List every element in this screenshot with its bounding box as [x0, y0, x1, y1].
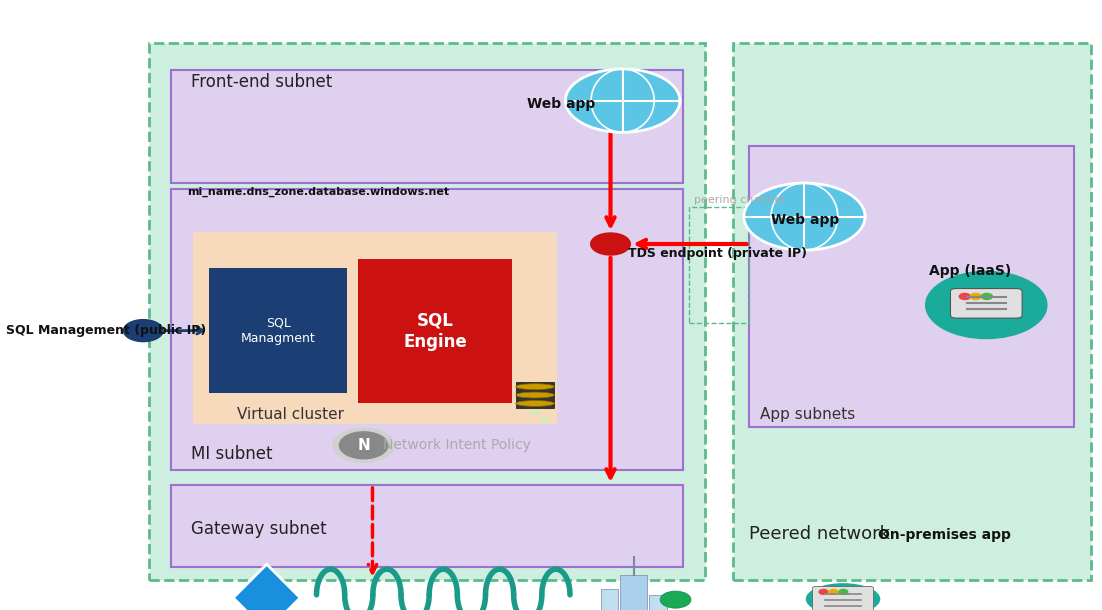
Ellipse shape — [516, 384, 554, 390]
Text: MI subnet: MI subnet — [191, 445, 272, 464]
Text: Network Intent Policy: Network Intent Policy — [383, 439, 531, 452]
Text: Peered network: Peered network — [749, 525, 890, 543]
FancyBboxPatch shape — [193, 232, 557, 424]
Circle shape — [591, 233, 630, 255]
Circle shape — [333, 428, 395, 462]
FancyBboxPatch shape — [620, 575, 647, 610]
Text: mi_name.dns_zone.database.windows.net: mi_name.dns_zone.database.windows.net — [187, 187, 450, 197]
Ellipse shape — [516, 401, 554, 406]
Text: peering channel: peering channel — [694, 195, 785, 205]
Text: Virtual cluster: Virtual cluster — [237, 407, 344, 422]
Text: Web app: Web app — [771, 213, 840, 226]
Circle shape — [839, 589, 847, 594]
FancyBboxPatch shape — [171, 485, 683, 567]
FancyBboxPatch shape — [950, 289, 1023, 318]
Circle shape — [959, 293, 970, 300]
Circle shape — [819, 589, 828, 594]
Text: TDS endpoint (private IP): TDS endpoint (private IP) — [628, 247, 807, 260]
Text: N: N — [357, 438, 370, 453]
Text: SQL: SQL — [540, 416, 553, 422]
Polygon shape — [234, 564, 300, 610]
FancyBboxPatch shape — [516, 382, 554, 407]
Text: App (IaaS): App (IaaS) — [929, 265, 1011, 278]
Text: SQL
Engine: SQL Engine — [403, 312, 467, 351]
Circle shape — [339, 432, 388, 459]
FancyBboxPatch shape — [733, 43, 1091, 580]
Ellipse shape — [660, 591, 691, 608]
Circle shape — [926, 271, 1047, 339]
Circle shape — [970, 293, 981, 300]
Circle shape — [829, 589, 838, 594]
Ellipse shape — [806, 583, 880, 610]
Text: Gateway subnet: Gateway subnet — [191, 520, 326, 539]
Ellipse shape — [516, 392, 554, 398]
Text: SQL Management (public IP): SQL Management (public IP) — [6, 324, 206, 337]
FancyBboxPatch shape — [358, 259, 512, 403]
Circle shape — [565, 69, 680, 132]
Text: On-premises app: On-premises app — [878, 528, 1012, 542]
Circle shape — [744, 183, 865, 250]
FancyBboxPatch shape — [601, 589, 618, 610]
FancyBboxPatch shape — [171, 189, 683, 470]
Text: Web app: Web app — [527, 97, 595, 110]
Text: Front-end subnet: Front-end subnet — [191, 73, 332, 92]
FancyBboxPatch shape — [171, 70, 683, 183]
FancyBboxPatch shape — [209, 268, 347, 393]
Text: SQL: SQL — [528, 410, 542, 415]
Text: App subnets: App subnets — [760, 407, 855, 422]
Circle shape — [982, 293, 993, 300]
FancyBboxPatch shape — [149, 43, 705, 580]
Circle shape — [123, 320, 163, 342]
FancyBboxPatch shape — [649, 595, 667, 610]
FancyBboxPatch shape — [812, 586, 874, 610]
Text: SQL
Managment: SQL Managment — [241, 317, 315, 345]
FancyBboxPatch shape — [749, 146, 1074, 427]
